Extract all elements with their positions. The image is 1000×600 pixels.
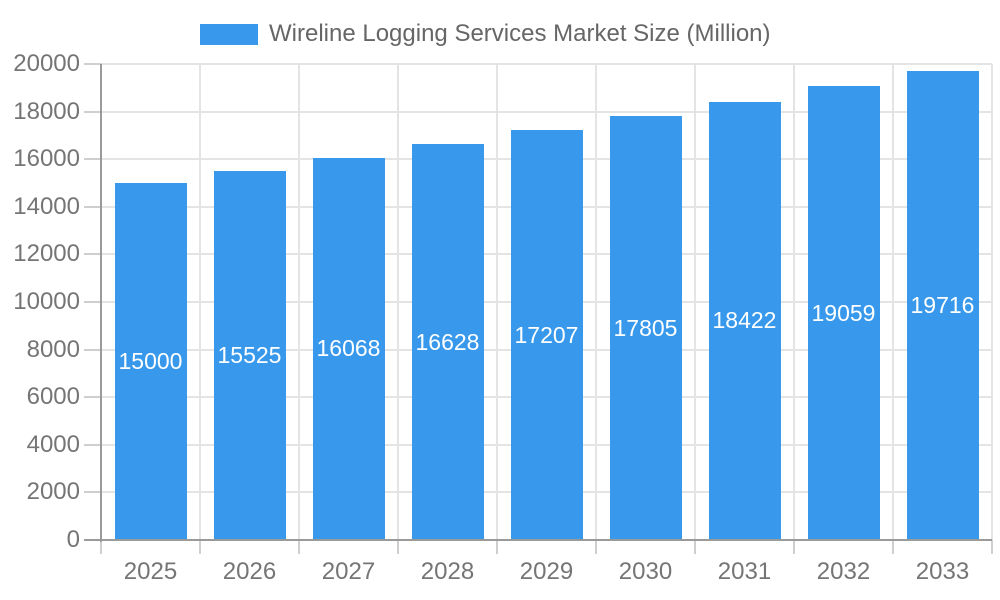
bar-value-label: 18422 [712,307,777,334]
x-axis-tick [298,540,300,554]
bar-value-label: 17207 [514,321,579,348]
x-axis-tick [991,540,993,554]
y-axis-tick-label: 18000 [13,97,80,125]
x-axis-tick-label: 2029 [519,558,574,585]
y-axis-tick-label: 16000 [13,145,80,173]
y-axis-tick-label: 20000 [13,50,80,77]
y-axis-tick [84,396,101,399]
bar-value-label: 15525 [217,341,282,368]
y-axis-tick [84,158,101,161]
bar-2030[interactable]: 17805 [609,116,682,540]
legend-swatch [200,23,258,45]
y-axis-tick [84,63,101,65]
gridline-vertical [793,64,795,540]
bar-2031[interactable]: 18422 [708,101,781,540]
y-axis-tick [84,205,101,208]
bar-value-label: 19059 [811,299,876,326]
gridline-vertical [694,64,696,540]
bar-2029[interactable]: 17207 [510,130,583,540]
gridline-vertical [199,64,201,540]
y-axis-tick-label: 10000 [13,288,80,315]
legend[interactable]: Wireline Logging Services Market Size (M… [200,20,771,48]
bar-2032[interactable]: 19059 [807,86,880,540]
x-axis-tick [892,540,894,554]
gridline-vertical [298,64,300,540]
y-axis-tick [84,301,101,303]
y-axis-tick-label: 12000 [13,240,80,268]
x-axis-tick [793,540,795,554]
y-axis-tick [84,491,101,494]
y-axis-tick-label: 2000 [26,478,80,506]
y-axis-tick-label: 0 [66,526,80,553]
y-axis-tick [84,110,101,113]
y-axis-line [100,64,102,542]
gridline-horizontal [101,110,992,113]
gridline-vertical [892,64,894,540]
bar-value-label: 17805 [613,314,678,341]
gridline-horizontal [101,63,992,65]
y-axis-tick [84,443,101,446]
gridline-vertical [397,64,399,540]
bar-2033[interactable]: 19716 [906,70,979,540]
x-axis-tick [100,540,102,554]
x-axis-tick-label: 2027 [321,558,376,585]
bar-value-label: 19716 [910,291,975,318]
x-axis-tick [397,540,399,554]
bar-2026[interactable]: 15525 [213,170,286,540]
x-axis-tick-label: 2031 [717,558,772,585]
gridline-vertical [496,64,498,540]
y-axis-tick-label: 6000 [26,383,80,411]
x-axis-tick [496,540,498,554]
y-axis-tick-label: 4000 [26,430,80,458]
y-axis-tick [84,348,101,351]
gridline-vertical [595,64,597,540]
y-axis-tick-label: 14000 [13,192,80,220]
x-axis-tick-label: 2033 [915,558,970,585]
x-axis-tick-label: 2025 [123,558,178,585]
gridline-vertical [991,64,993,540]
x-axis-tick [199,540,201,554]
y-axis-tick [84,253,101,256]
bar-2025[interactable]: 15000 [114,183,187,540]
x-axis-tick-label: 2028 [420,558,475,585]
bar-value-label: 15000 [118,348,183,374]
bar-2027[interactable]: 16068 [312,157,385,540]
x-axis-line [84,539,992,541]
bar-2028[interactable]: 16628 [411,144,484,540]
y-axis-tick-label: 8000 [26,335,80,363]
bar-value-label: 16068 [316,335,381,362]
x-axis-tick [595,540,597,554]
x-axis-tick-label: 2032 [816,558,871,585]
bar-value-label: 16628 [415,328,480,355]
x-axis-tick-label: 2030 [618,558,673,585]
x-axis-tick [694,540,696,554]
x-axis-tick-label: 2026 [222,558,277,585]
legend-label: Wireline Logging Services Market Size (M… [269,20,771,47]
